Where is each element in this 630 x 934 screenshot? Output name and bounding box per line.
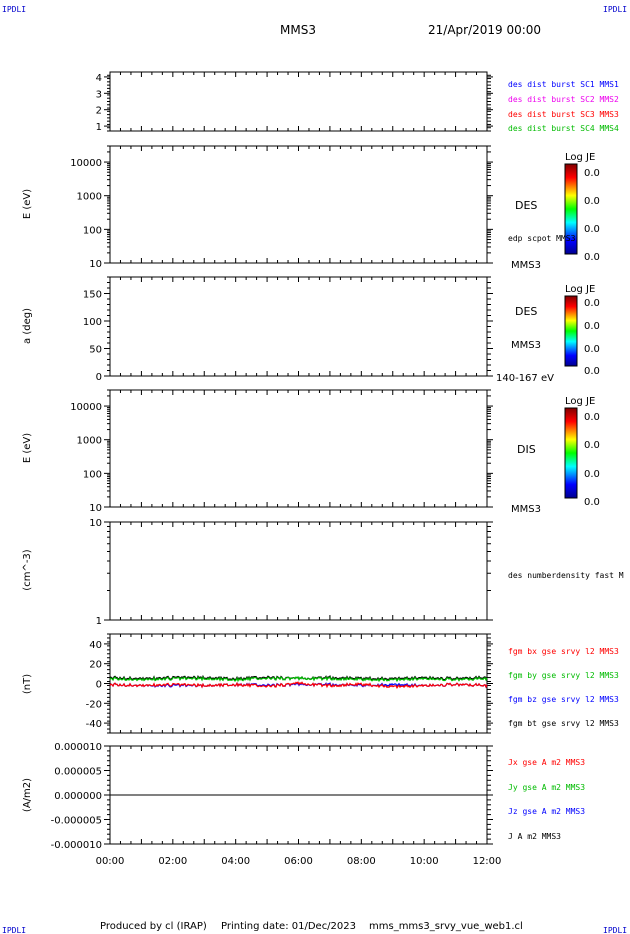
des-pitch-instrument-label: DES — [515, 305, 537, 318]
y-tick-label: 0.000000 — [54, 791, 102, 802]
des-energy-scpot-label: edp scpot MMS3 — [508, 234, 576, 243]
panel-dis-energy-frame — [109, 389, 488, 508]
y-tick-label: 1 — [96, 616, 102, 627]
density-ylabel: (cm^-3) — [22, 549, 33, 590]
dis-energy-ylabel: E (eV) — [22, 433, 33, 463]
corner-label-bottom-right: IPDLI — [603, 926, 627, 934]
burst-legend-sc1: des dist burst SC1 MMS1 — [508, 80, 619, 89]
dis-energy-colorbar-tick: 0.0 — [584, 497, 600, 508]
des-pitch-ylabel: a (deg) — [22, 308, 33, 344]
fgm-ylabel: (nT) — [22, 674, 33, 694]
x-tick-label: 00:00 — [96, 856, 125, 867]
y-tick-label: 4 — [96, 73, 102, 84]
dis-energy-colorbar-title: Log JE — [565, 396, 595, 407]
x-tick-label: 04:00 — [221, 856, 250, 867]
fgm-legend-bz: fgm bz gse srvy l2 MMS3 — [508, 695, 619, 704]
y-tick-label: 100 — [83, 225, 102, 236]
y-tick-label: 10 — [89, 518, 102, 529]
fgm-series-line — [109, 675, 488, 683]
x-tick-label: 08:00 — [347, 856, 376, 867]
current-legend-jy: Jy gse A m2 MMS3 — [508, 783, 585, 792]
y-tick-label: 0 — [96, 372, 102, 383]
panel-density-frame — [109, 521, 488, 621]
y-tick-label: 20 — [89, 660, 102, 671]
spacecraft-title: MMS3 — [280, 23, 316, 37]
des-energy-colorbar-tick: 0.0 — [584, 252, 600, 263]
des-pitch-colorbar-tick: 0.0 — [584, 366, 600, 377]
current-legend-j: J A m2 MMS3 — [508, 832, 561, 841]
fgm-legend-bt: fgm bt gse srvy l2 MMS3 — [508, 719, 619, 728]
y-tick-label: 2 — [96, 106, 102, 117]
dis-energy-colorbar-tick: 0.0 — [584, 469, 600, 480]
density-legend: des numberdensity fast M — [508, 571, 624, 580]
current-ylabel: (A/m2) — [22, 778, 33, 812]
burst-legend-sc2: des dist burst SC2 MMS2 — [508, 95, 619, 104]
des-energy-colorbar-tick: 0.0 — [584, 168, 600, 179]
panel-des-pitch-frame — [109, 276, 488, 377]
y-tick-label: 50 — [89, 345, 102, 356]
corner-label-top-right: IPDLI — [603, 5, 627, 14]
burst-legend-sc3: des dist burst SC3 MMS3 — [508, 110, 619, 119]
x-tick-label: 02:00 — [158, 856, 187, 867]
des-pitch-colorbar-tick: 0.0 — [584, 344, 600, 355]
y-tick-label: 10000 — [70, 402, 102, 413]
fgm-series-line — [109, 681, 488, 689]
y-tick-label: 150 — [83, 290, 102, 301]
x-tick-label: 10:00 — [410, 856, 439, 867]
footer-produced-by: Produced by cl (IRAP) — [100, 921, 207, 932]
des-pitch-colorbar — [564, 295, 578, 367]
y-tick-label: -20 — [86, 699, 102, 710]
des-pitch-colorbar-tick: 0.0 — [584, 298, 600, 309]
des-energy-colorbar-title: Log JE — [565, 152, 595, 163]
y-tick-label: -0.000010 — [51, 840, 102, 851]
y-tick-label: 3 — [96, 89, 102, 100]
dis-energy-colorbar — [564, 407, 578, 499]
current-legend-jx: Jx gse A m2 MMS3 — [508, 758, 585, 767]
y-tick-label: 10 — [89, 259, 102, 270]
y-tick-label: -0.000005 — [51, 816, 102, 827]
y-tick-label: 0.000010 — [54, 742, 102, 753]
des-pitch-energy-range-label: 140-167 eV — [496, 373, 554, 384]
x-tick-label: 06:00 — [284, 856, 313, 867]
y-tick-label: 1 — [96, 122, 102, 133]
y-tick-label: 100 — [83, 317, 102, 328]
des-energy-ylabel: E (eV) — [22, 189, 33, 219]
y-tick-label: 10 — [89, 503, 102, 514]
y-tick-label: 1000 — [77, 192, 102, 203]
y-tick-label: 40 — [89, 640, 102, 651]
dis-energy-colorbar-tick: 0.0 — [584, 440, 600, 451]
y-tick-label: 10000 — [70, 158, 102, 169]
y-tick-label: 0 — [96, 680, 102, 691]
chart-marks: 4321100001000100101501005001000010001001… — [51, 72, 502, 867]
current-legend-jz: Jz gse A m2 MMS3 — [508, 807, 585, 816]
footer-printing-date: Printing date: 01/Dec/2023 — [221, 921, 356, 932]
des-energy-colorbar — [564, 163, 578, 255]
des-energy-instrument-label: DES — [515, 199, 537, 212]
y-tick-label: 100 — [83, 469, 102, 480]
footer-filename: mms_mms3_srvy_vue_web1.cl — [369, 921, 523, 932]
y-tick-label: 1000 — [77, 436, 102, 447]
y-tick-label: 0.000005 — [54, 767, 102, 778]
dis-energy-instrument-label: DIS — [517, 443, 536, 456]
panel-des-energy-frame — [109, 145, 488, 264]
date-title: 21/Apr/2019 00:00 — [428, 23, 541, 37]
corner-label-top-left: IPDLI — [2, 5, 26, 14]
x-tick-label: 12:00 — [473, 856, 502, 867]
dis-energy-colorbar-tick: 0.0 — [584, 412, 600, 423]
des-energy-colorbar-tick: 0.0 — [584, 196, 600, 207]
des-energy-spacecraft-label: MMS3 — [511, 260, 541, 271]
corner-label-bottom-left: IPDLI — [2, 926, 26, 934]
des-pitch-colorbar-title: Log JE — [565, 284, 595, 295]
burst-legend-sc4: des dist burst SC4 MMS4 — [508, 124, 619, 133]
y-tick-label: -40 — [86, 719, 102, 730]
fgm-legend-bx: fgm bx gse srvy l2 MMS3 — [508, 647, 619, 656]
fgm-legend-by: fgm by gse srvy l2 MMS3 — [508, 671, 619, 680]
panel-burst-frame — [109, 71, 488, 132]
dis-energy-spacecraft-label: MMS3 — [511, 504, 541, 515]
des-pitch-colorbar-tick: 0.0 — [584, 321, 600, 332]
des-pitch-spacecraft-label: MMS3 — [511, 340, 541, 351]
des-energy-colorbar-tick: 0.0 — [584, 224, 600, 235]
